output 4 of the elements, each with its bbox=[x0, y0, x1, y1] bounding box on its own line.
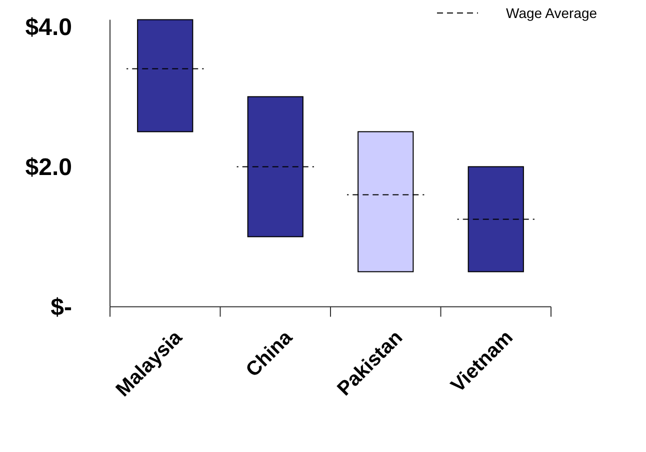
y-tick-label: $- bbox=[50, 294, 72, 322]
y-tick-label: $2.0 bbox=[25, 154, 72, 182]
legend-label: Wage Average bbox=[506, 4, 598, 21]
y-tick-label: $4.0 bbox=[25, 14, 72, 42]
